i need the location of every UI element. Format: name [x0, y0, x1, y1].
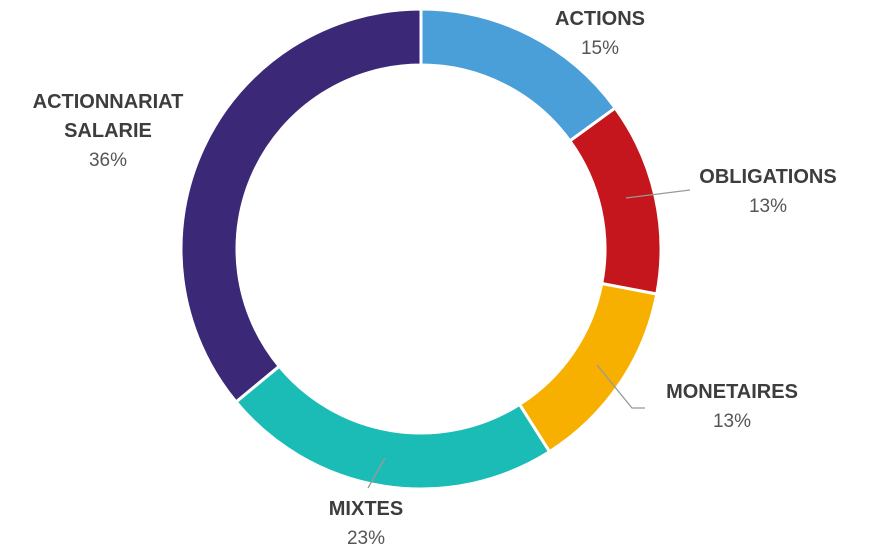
- slice-label: OBLIGATIONS 13%: [668, 163, 868, 221]
- leader-line: [596, 364, 645, 409]
- slice-label: MONETAIRES 13%: [632, 378, 832, 436]
- donut-segment: [517, 281, 659, 454]
- slice-label: ACTIONS 15%: [500, 5, 700, 63]
- slice-label: MIXTES 23%: [266, 495, 466, 553]
- category-label: MIXTES: [328, 498, 404, 520]
- donut-segment: [233, 364, 552, 491]
- leader-line: [367, 457, 386, 489]
- value-label: 23%: [346, 528, 386, 549]
- category-label: ACTIONS: [555, 8, 645, 30]
- category-label: MONETAIRES: [666, 381, 798, 403]
- category-label: OBLIGATIONS: [699, 166, 837, 188]
- slice-label: ACTIONNARIAT SALARIE 36%: [8, 88, 208, 175]
- donut-segment: [419, 7, 618, 143]
- leader-line: [625, 189, 691, 199]
- value-label: 13%: [748, 196, 788, 217]
- category-label: ACTIONNARIAT SALARIE: [32, 91, 184, 142]
- donut-segment: [179, 7, 423, 405]
- value-label: 36%: [88, 150, 128, 171]
- donut-segment: [567, 105, 663, 296]
- value-label: 13%: [712, 411, 752, 432]
- value-label: 15%: [580, 38, 620, 59]
